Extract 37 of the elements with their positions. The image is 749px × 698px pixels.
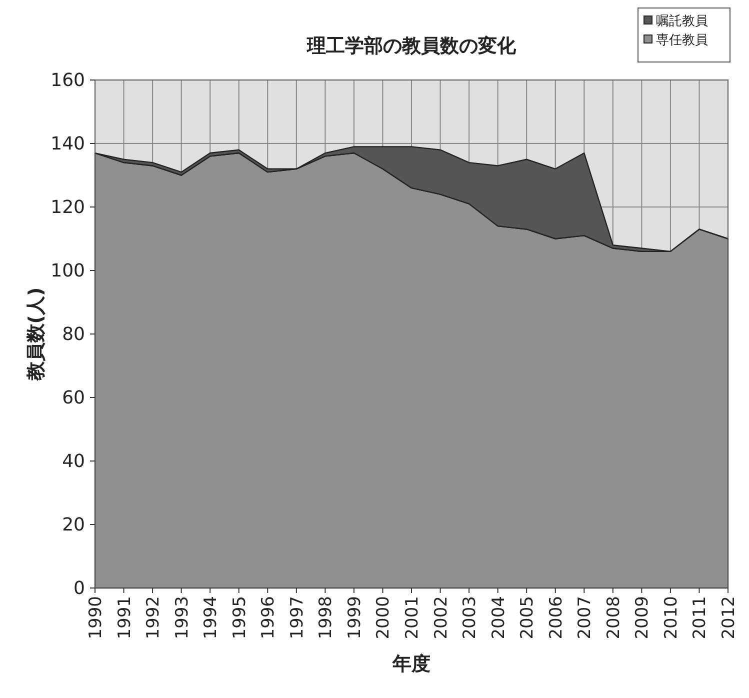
x-axis-title: 年度 xyxy=(392,653,430,675)
x-tick-label: 2009 xyxy=(632,596,653,640)
x-tick-label: 1990 xyxy=(86,596,106,640)
x-tick-label: 2006 xyxy=(546,596,566,640)
x-tick-label: 1996 xyxy=(258,596,279,640)
y-tick-label: 20 xyxy=(62,514,85,536)
y-tick-label: 80 xyxy=(62,324,85,345)
x-tick-label: 2008 xyxy=(604,596,624,640)
x-tick-label: 1991 xyxy=(114,596,135,640)
chart-title: 理工学部の教員数の変化 xyxy=(306,35,517,57)
x-tick-label: 1993 xyxy=(172,596,192,640)
y-tick-label: 60 xyxy=(62,388,85,408)
x-tick-label: 2007 xyxy=(575,596,596,640)
x-tick-label: 2003 xyxy=(460,596,480,640)
x-tick-label: 1994 xyxy=(201,596,222,640)
y-tick-label: 160 xyxy=(50,70,85,91)
y-axis-title: 教員数(人) xyxy=(25,287,47,382)
x-tick-label: 1997 xyxy=(287,596,308,640)
y-tick-label: 120 xyxy=(50,197,85,218)
legend-label: 専任教員 xyxy=(656,33,708,48)
legend-label: 嘱託教員 xyxy=(656,14,708,29)
x-tick-label: 2000 xyxy=(374,596,394,640)
x-tick-label: 2005 xyxy=(518,596,538,640)
y-tick-label: 0 xyxy=(74,578,85,599)
x-tick-label: 2004 xyxy=(488,596,509,640)
y-tick-label: 140 xyxy=(50,134,85,154)
x-tick-label: 2011 xyxy=(690,596,710,640)
y-tick-label: 100 xyxy=(50,260,85,282)
x-tick-label: 2002 xyxy=(431,596,452,640)
x-tick-label: 1995 xyxy=(230,596,250,640)
x-tick-label: 1992 xyxy=(144,596,164,640)
y-tick-label: 40 xyxy=(62,451,85,472)
x-tick-label: 2010 xyxy=(661,596,682,640)
x-tick-label: 2001 xyxy=(402,596,422,640)
x-tick-label: 2012 xyxy=(719,596,739,640)
x-tick-label: 1998 xyxy=(316,596,336,640)
x-tick-label: 1999 xyxy=(344,596,365,640)
